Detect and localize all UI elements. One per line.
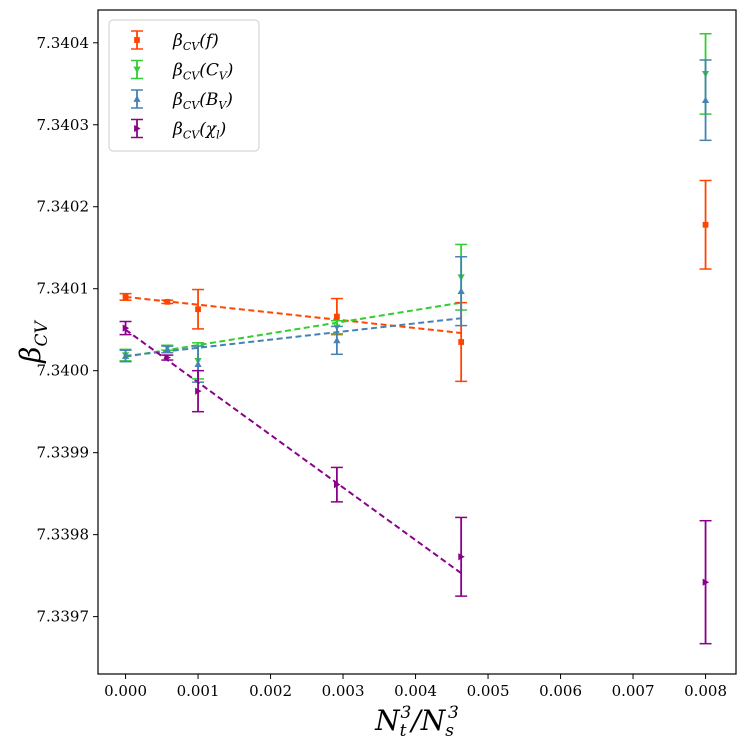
x-tick-label: 0.000 <box>104 682 147 700</box>
data-point <box>121 352 130 359</box>
data-point <box>458 339 465 345</box>
data-point <box>122 324 130 332</box>
y-tick-label: 7.3397 <box>37 608 90 626</box>
legend-marker <box>134 37 140 43</box>
legend-marker <box>133 66 141 74</box>
y-tick-label: 7.3399 <box>37 444 90 462</box>
data-point <box>457 287 465 295</box>
legend: βCV(f) βCV(CV) βCV(BV) βCV(χl) <box>108 19 260 152</box>
data-point <box>334 481 341 489</box>
legend-label: βCV(BV) <box>172 90 233 112</box>
y-tick-label: 7.3401 <box>37 280 90 298</box>
legend-marker <box>134 124 141 133</box>
x-tick-label: 0.006 <box>539 682 582 700</box>
legend-marker <box>133 95 141 102</box>
data-point <box>702 221 709 228</box>
data-point <box>333 336 341 344</box>
x-tick-label: 0.002 <box>249 682 292 700</box>
fit-lines <box>124 295 462 574</box>
data-point <box>334 313 340 320</box>
x-tick-label: 0.005 <box>467 682 510 700</box>
data-point <box>702 578 710 586</box>
data-point <box>164 298 171 305</box>
x-tick-label: 0.007 <box>612 682 655 700</box>
x-tick-label: 0.003 <box>322 682 365 700</box>
x-axis-label: Nt3/Ns3 <box>374 703 459 741</box>
data-point <box>195 306 201 313</box>
x-tick-label: 0.004 <box>394 682 437 700</box>
data-point <box>164 353 171 362</box>
data-point <box>195 387 202 395</box>
y-tick-label: 7.3400 <box>37 362 90 380</box>
legend-label: βCV(χl) <box>172 120 226 142</box>
y-axis-label: βCV <box>14 320 52 364</box>
x-tick-label: 0.008 <box>684 682 727 700</box>
data-point <box>458 553 465 561</box>
legend-box <box>108 19 260 152</box>
legend-label: βCV(f) <box>172 31 219 53</box>
x-axis-ticks: 0.000 0.001 0.002 0.003 0.004 0.005 0.006 0.007… <box>104 674 727 700</box>
fit-line <box>124 328 462 574</box>
data-point <box>194 360 202 368</box>
data-points <box>119 33 712 645</box>
data-point <box>122 294 129 300</box>
y-tick-label: 7.3404 <box>37 34 90 52</box>
fit-line <box>125 301 462 358</box>
data-point <box>701 96 710 104</box>
data-point <box>163 345 171 353</box>
fit-line <box>125 295 462 334</box>
y-tick-label: 7.3398 <box>37 526 90 544</box>
plot-area <box>97 9 737 675</box>
y-tick-label: 7.3402 <box>37 198 90 216</box>
y-tick-label: 7.3403 <box>37 116 90 134</box>
x-tick-label: 0.001 <box>177 682 220 700</box>
fit-line <box>125 317 462 357</box>
legend-label: βCV(CV) <box>172 61 233 83</box>
y-axis-ticks: 7.3397 7.3398 7.3399 7.3400 7.3401 7.3402 7.34… <box>37 34 98 626</box>
